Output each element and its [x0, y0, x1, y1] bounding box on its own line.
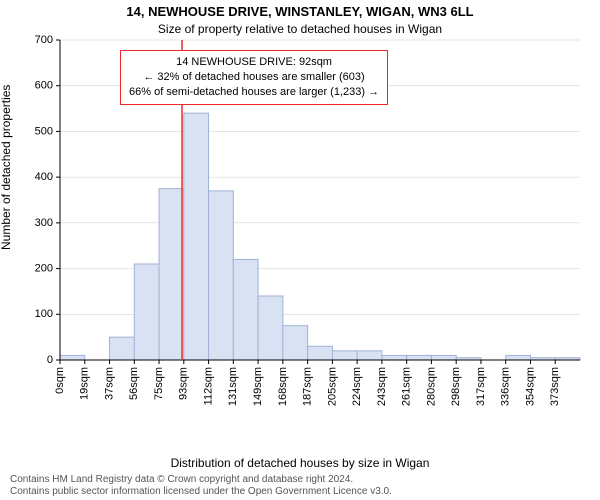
annotation-line-3: 66% of semi-detached houses are larger (… — [129, 85, 379, 100]
xtick-label: 373sqm — [549, 367, 561, 406]
ytick-label: 300 — [35, 217, 53, 229]
xtick-label: 187sqm — [302, 367, 314, 406]
xtick-label: 37sqm — [103, 367, 115, 400]
histogram-bar — [184, 113, 209, 360]
xtick-label: 131sqm — [227, 367, 239, 406]
chart-subtitle: Size of property relative to detached ho… — [0, 22, 600, 36]
histogram-bar — [110, 337, 135, 360]
ytick-label: 200 — [35, 262, 53, 274]
xtick-label: 298sqm — [450, 367, 462, 406]
ytick-label: 400 — [35, 171, 53, 183]
xtick-label: 149sqm — [252, 367, 264, 406]
xtick-label: 280sqm — [425, 367, 437, 406]
histogram-bar — [258, 296, 283, 360]
footer-line-1: Contains HM Land Registry data © Crown c… — [10, 474, 392, 486]
histogram-bar — [332, 351, 357, 360]
histogram-bar — [357, 351, 382, 360]
xtick-label: 112sqm — [202, 367, 214, 405]
annotation-box: 14 NEWHOUSE DRIVE: 92sqm ← 32% of detach… — [120, 50, 388, 105]
histogram-bar — [506, 355, 531, 360]
annotation-line-2: ← 32% of detached houses are smaller (60… — [129, 70, 379, 85]
histogram-bar — [233, 259, 258, 360]
ytick-label: 0 — [47, 354, 53, 366]
histogram-bar — [159, 189, 184, 360]
footer-line-2: Contains public sector information licen… — [10, 486, 392, 498]
ytick-label: 600 — [35, 80, 53, 92]
histogram-bar — [407, 355, 432, 360]
histogram-bar — [382, 355, 407, 360]
plot-area: 01002003004005006007000sqm19sqm37sqm56sq… — [60, 40, 580, 410]
xtick-label: 0sqm — [54, 367, 66, 394]
y-axis-label: Number of detached properties — [0, 85, 13, 250]
footer-attribution: Contains HM Land Registry data © Crown c… — [10, 474, 392, 498]
ytick-label: 700 — [35, 34, 53, 46]
ytick-label: 100 — [35, 308, 53, 320]
histogram-bar — [283, 326, 308, 360]
xtick-label: 354sqm — [524, 367, 536, 406]
ytick-label: 500 — [35, 125, 53, 137]
xtick-label: 243sqm — [376, 367, 388, 406]
x-axis-label: Distribution of detached houses by size … — [0, 456, 600, 470]
histogram-bar — [60, 355, 85, 360]
xtick-label: 317sqm — [475, 367, 487, 406]
xtick-label: 168sqm — [277, 367, 289, 406]
chart-container: 14, NEWHOUSE DRIVE, WINSTANLEY, WIGAN, W… — [0, 0, 600, 500]
chart-title: 14, NEWHOUSE DRIVE, WINSTANLEY, WIGAN, W… — [0, 4, 600, 19]
xtick-label: 75sqm — [153, 367, 165, 400]
xtick-label: 19sqm — [79, 367, 91, 400]
histogram-bar — [431, 355, 456, 360]
xtick-label: 224sqm — [351, 367, 363, 406]
xtick-label: 261sqm — [401, 367, 413, 406]
xtick-label: 56sqm — [128, 367, 140, 400]
histogram-bar — [209, 191, 234, 360]
histogram-bar — [308, 346, 333, 360]
xtick-label: 336sqm — [500, 367, 512, 406]
xtick-label: 205sqm — [326, 367, 338, 406]
annotation-line-1: 14 NEWHOUSE DRIVE: 92sqm — [129, 55, 379, 70]
xtick-label: 93sqm — [178, 367, 190, 400]
histogram-bar — [134, 264, 159, 360]
